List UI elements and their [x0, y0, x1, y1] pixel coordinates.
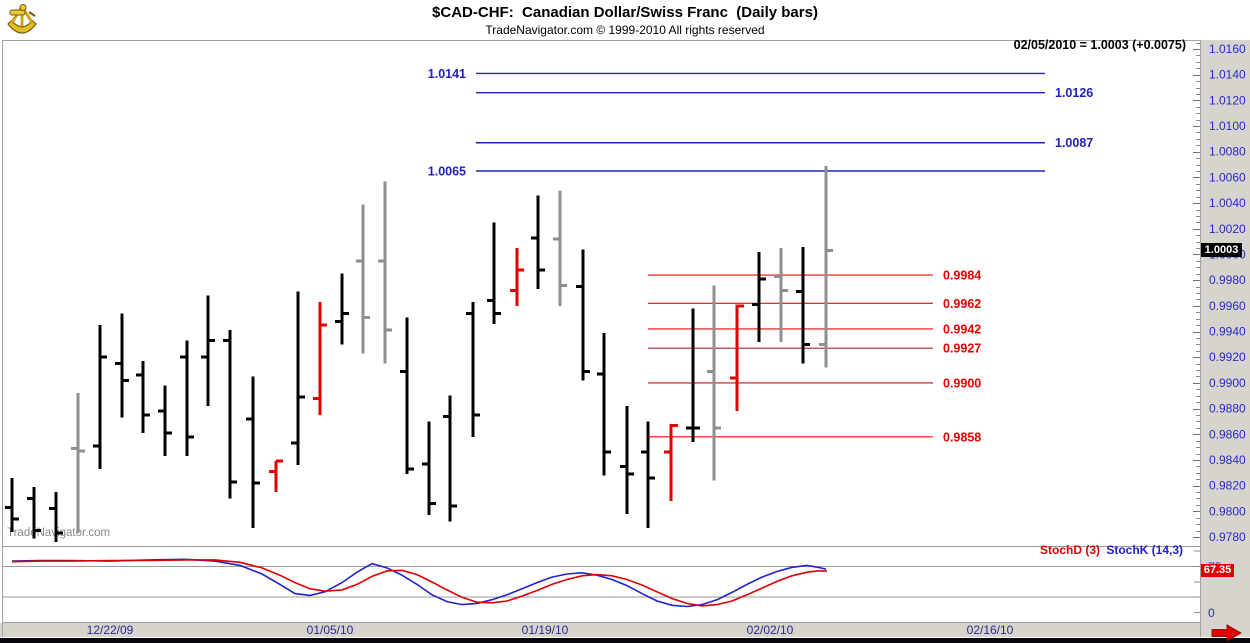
ohlc-bar [531, 195, 545, 290]
price-axis-label: 1.0100 [1209, 119, 1246, 133]
ohlc-bar [422, 421, 436, 516]
support-label: 0.9984 [943, 269, 981, 283]
price-axis-label: 1.0020 [1209, 222, 1246, 236]
ohlc-bar [356, 204, 370, 354]
support-label: 0.9942 [943, 322, 981, 336]
stochk-line [11, 558, 827, 608]
ohlc-bar [158, 385, 172, 457]
ohlc-bar [730, 304, 744, 412]
ohlc-bar [5, 477, 19, 532]
ohlc-bar [774, 248, 788, 342]
ohlc-bar [620, 406, 634, 514]
ohlc-bar [553, 190, 567, 306]
last-quote-annotation: 02/05/2010 = 1.0003 (+0.0075) [1013, 38, 1186, 52]
date-label: 12/22/09 [87, 623, 134, 637]
ohlc-bar [664, 423, 678, 502]
support-label: 0.9900 [943, 376, 981, 390]
ohlc-bar [796, 246, 810, 364]
support-label: 0.9962 [943, 297, 981, 311]
date-label: 02/16/10 [967, 623, 1014, 637]
legend-stochd[interactable]: StochD (3) [1040, 543, 1100, 557]
ohlc-bar [313, 301, 327, 415]
ohlc-bar [246, 376, 260, 529]
ohlc-bar [466, 301, 480, 437]
ohlc-bar [223, 330, 237, 499]
price-axis-label: 0.9820 [1209, 479, 1246, 493]
horizontal-scrollbar[interactable] [0, 638, 1250, 643]
price-axis-label: 0.9940 [1209, 325, 1246, 339]
price-axis-label: 0.9980 [1209, 273, 1246, 287]
stoch-value-badge: 67.35 [1201, 564, 1234, 577]
ohlc-bar [819, 165, 833, 368]
price-axis-label: 0.9900 [1209, 376, 1246, 390]
ohlc-bar [378, 181, 392, 364]
price-axis-label: 0.9860 [1209, 427, 1246, 441]
stoch-lo-label: 0 [1208, 606, 1215, 620]
panel-dividers [2, 546, 1200, 623]
ohlc-bar [597, 332, 611, 476]
ohlc-bar [443, 395, 457, 522]
ohlc-bar [291, 291, 305, 466]
legend-stochk[interactable]: StochK (14,3) [1106, 543, 1183, 557]
price-axis-label: 1.0160 [1209, 42, 1246, 56]
price-axis-label: 1.0140 [1209, 68, 1246, 82]
ohlc-bar [136, 361, 150, 433]
resistance-label: 1.0087 [1055, 136, 1093, 150]
ohlc-bar [201, 295, 215, 407]
support-label: 0.9858 [943, 430, 981, 444]
support-label: 0.9927 [943, 342, 981, 356]
ohlc-bar [400, 317, 414, 475]
resistance-label: 1.0141 [428, 67, 466, 81]
date-label: 02/02/10 [747, 623, 794, 637]
ohlc-bar [180, 340, 194, 457]
ohlc-bar [71, 393, 85, 534]
resistance-label: 1.0065 [428, 164, 466, 178]
price-axis-minor-ticks [1196, 43, 1200, 532]
ohlc-bar [49, 492, 63, 543]
price-axis-label: 1.0080 [1209, 145, 1246, 159]
ohlc-bar [707, 285, 721, 481]
ohlc-bar [686, 308, 700, 442]
ohlc-bar [93, 325, 107, 469]
price-axis-major-ticks [1193, 49, 1200, 538]
ohlc-bar [510, 248, 524, 306]
stochd-line [11, 559, 827, 607]
page-header: $CAD-CHF: Canadian Dollar/Swiss Franc (D… [0, 0, 1250, 40]
price-axis-label: 0.9880 [1209, 402, 1246, 416]
ohlc-bar [27, 486, 41, 539]
price-axis-label: 0.9960 [1209, 299, 1246, 313]
ohlc-bar [115, 313, 129, 418]
date-axis-strip [0, 623, 1250, 637]
ohlc-bar [487, 222, 501, 324]
red-arrow-right[interactable] [1211, 624, 1242, 642]
panel-frame [2, 40, 1201, 637]
price-axis-label: 0.9800 [1209, 504, 1246, 518]
ohlc-bar [335, 273, 349, 345]
price-axis-label: 0.9920 [1209, 350, 1246, 364]
price-axis-label: 1.0120 [1209, 93, 1246, 107]
date-label: 01/05/10 [307, 623, 354, 637]
last-price-badge: 1.0003 [1201, 243, 1242, 257]
price-axis-label: 1.0040 [1209, 196, 1246, 210]
resistance-label: 1.0126 [1055, 86, 1093, 100]
gold-sextant-logo [7, 4, 37, 34]
price-axis-label: 0.9840 [1209, 453, 1246, 467]
scroll-right-arrow-icon[interactable] [1210, 624, 1244, 642]
ohlc-bar [576, 249, 590, 381]
ohlc-bar [641, 421, 655, 529]
ohlc-bar [269, 459, 283, 493]
ohlc-bar [752, 251, 766, 342]
price-axis-label: 1.0060 [1209, 170, 1246, 184]
chart-subtitle: TradeNavigator.com © 1999-2010 All right… [485, 23, 765, 37]
chart-title: $CAD-CHF: Canadian Dollar/Swiss Franc (D… [432, 4, 818, 21]
price-axis-strip[interactable] [1201, 40, 1250, 623]
date-label: 01/19/10 [522, 623, 569, 637]
price-axis-label: 0.9780 [1209, 530, 1246, 544]
